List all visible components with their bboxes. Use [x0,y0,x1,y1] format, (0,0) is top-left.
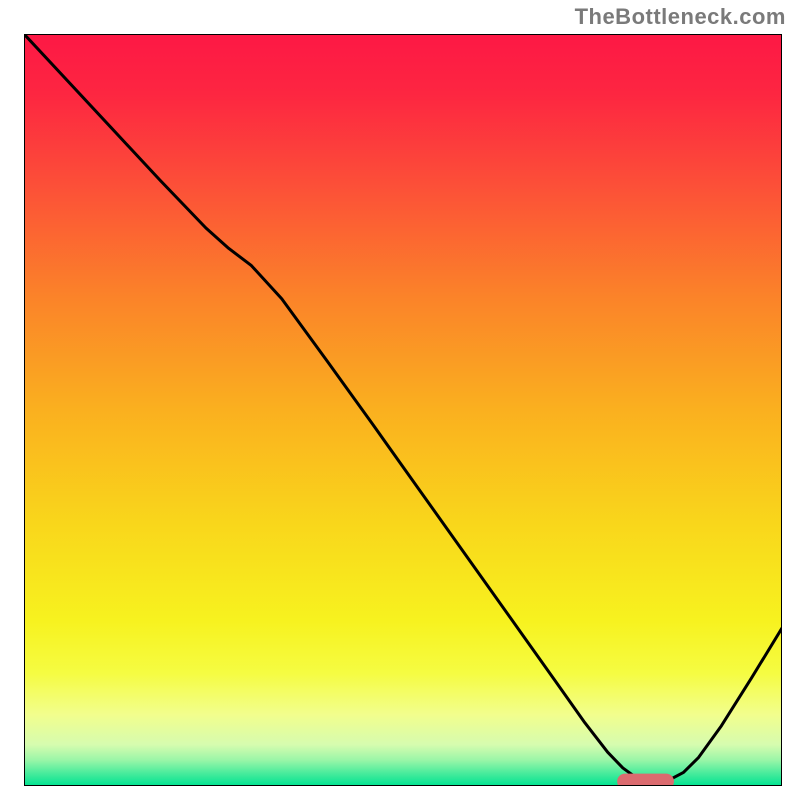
gradient-background [24,34,782,786]
optimal-point-marker [617,774,674,786]
chart-svg [24,34,782,786]
watermark-label: TheBottleneck.com [575,4,786,30]
chart-container: TheBottleneck.com [0,0,800,800]
plot-area [24,34,782,786]
